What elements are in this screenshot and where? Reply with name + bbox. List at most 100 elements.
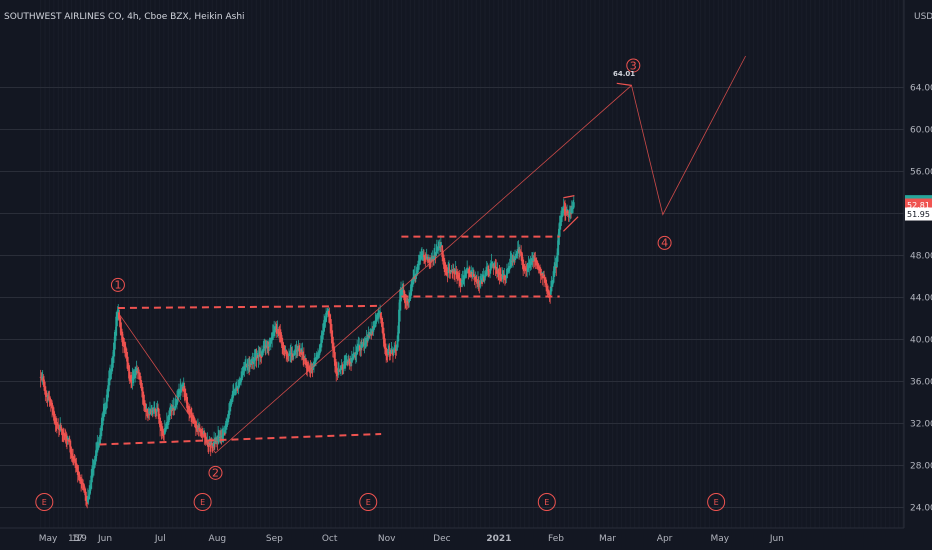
candle-body (235, 387, 238, 391)
time-axis-tick-label: Feb (548, 534, 564, 544)
candle-body (537, 263, 539, 269)
candle-body (97, 442, 100, 447)
candle-body (434, 255, 437, 257)
price-axis-tick-label: 32.00 (910, 420, 932, 430)
candle-body (280, 335, 283, 341)
earnings-marker-label: E (544, 498, 549, 507)
price-axis-tick-label: 40.00 (910, 336, 932, 346)
price-axis-tick-label: 28.00 (910, 462, 932, 472)
earnings-marker-circle (35, 493, 54, 511)
candle-body (529, 263, 532, 265)
candle-body (394, 349, 397, 351)
time-axis-tick-label: Oct (322, 534, 338, 544)
candle-body (188, 407, 191, 413)
candle-body (439, 246, 442, 248)
candle-body (322, 328, 325, 336)
candle-body (464, 275, 467, 278)
candle-body (568, 213, 571, 215)
trendline (616, 82, 632, 86)
candle-body (370, 333, 373, 336)
candle-body (246, 365, 249, 366)
candle-body (222, 434, 225, 436)
candles (39, 196, 575, 509)
candle-body (360, 347, 363, 349)
candle-body (111, 364, 114, 372)
time-axis-tick-label: 19 (75, 534, 87, 544)
candle-body (58, 427, 61, 431)
candle-body (172, 408, 174, 410)
candle-body (331, 330, 334, 344)
candle-body (375, 319, 377, 324)
wave-label: 4 (661, 237, 668, 250)
trendline (563, 195, 575, 199)
candle-body (367, 336, 369, 341)
candle-body (416, 270, 419, 275)
candle-body (85, 495, 88, 505)
candle-body (363, 344, 366, 346)
candle-body (196, 425, 199, 432)
candle-body (220, 436, 223, 438)
candle-body (377, 315, 380, 316)
earnings-marker-circle (193, 493, 212, 511)
candle-body (488, 270, 491, 272)
candle-body (384, 343, 387, 352)
candle-body (296, 350, 299, 352)
candle-body (499, 273, 502, 276)
candle-body (423, 254, 425, 257)
candle-body (395, 350, 398, 352)
candle-body (572, 202, 575, 208)
candle-body (329, 319, 332, 330)
price-tag-label: 52.81 (907, 201, 930, 210)
candle-body (283, 347, 286, 352)
trendline (117, 304, 382, 309)
candle-body (182, 386, 184, 392)
wave-label: 3 (630, 59, 637, 72)
time-axis-tick-label: 15 (68, 534, 79, 544)
candle-body (113, 342, 116, 357)
candle-body (214, 437, 217, 444)
candle-body (549, 294, 552, 296)
candle-body (485, 270, 487, 277)
candle-body (294, 349, 296, 355)
candle-body (452, 271, 454, 273)
candle-body (346, 361, 349, 364)
earnings-marker-circle (707, 493, 726, 511)
candle-body (293, 354, 296, 356)
wave-label-circle (208, 465, 223, 480)
wave-label-circle (626, 58, 641, 73)
candle-body (308, 366, 311, 370)
candle-body (430, 257, 433, 262)
wave-label-circle (657, 235, 672, 250)
candle-body (544, 277, 547, 283)
candle-body (234, 392, 236, 394)
wave-projection: 1 2 3 4 64.01 (110, 55, 746, 480)
candle-body (150, 411, 153, 413)
candle-body (87, 498, 90, 500)
time-axis[interactable]: May Jun Jul Aug Sep Oct Nov Dec 2021 Feb Mar 15 Apr 1… (39, 534, 784, 544)
candle-body (340, 369, 342, 371)
earnings-marker-label: E (200, 498, 205, 507)
candle-body (482, 274, 485, 279)
earnings-marker-circle (359, 493, 378, 511)
wave-label: 2 (212, 467, 219, 480)
candle-body (302, 351, 305, 361)
candle-body (447, 271, 450, 273)
candle-body (213, 443, 216, 445)
candle-body (271, 339, 274, 341)
candle-body (146, 408, 149, 417)
candle-body (119, 317, 122, 328)
price-tag-background (905, 207, 932, 221)
wave-projection-line (117, 55, 746, 454)
earnings-marker-label: E (714, 498, 719, 507)
candle-body (228, 407, 231, 415)
candle-body (320, 338, 323, 348)
grid-lines (0, 87, 904, 508)
candle-body (366, 340, 369, 342)
candle-body (494, 265, 497, 269)
candle-body (396, 344, 398, 351)
candle-body (437, 247, 440, 249)
candle-body (532, 260, 535, 262)
time-axis-tick-label: May (711, 534, 730, 544)
